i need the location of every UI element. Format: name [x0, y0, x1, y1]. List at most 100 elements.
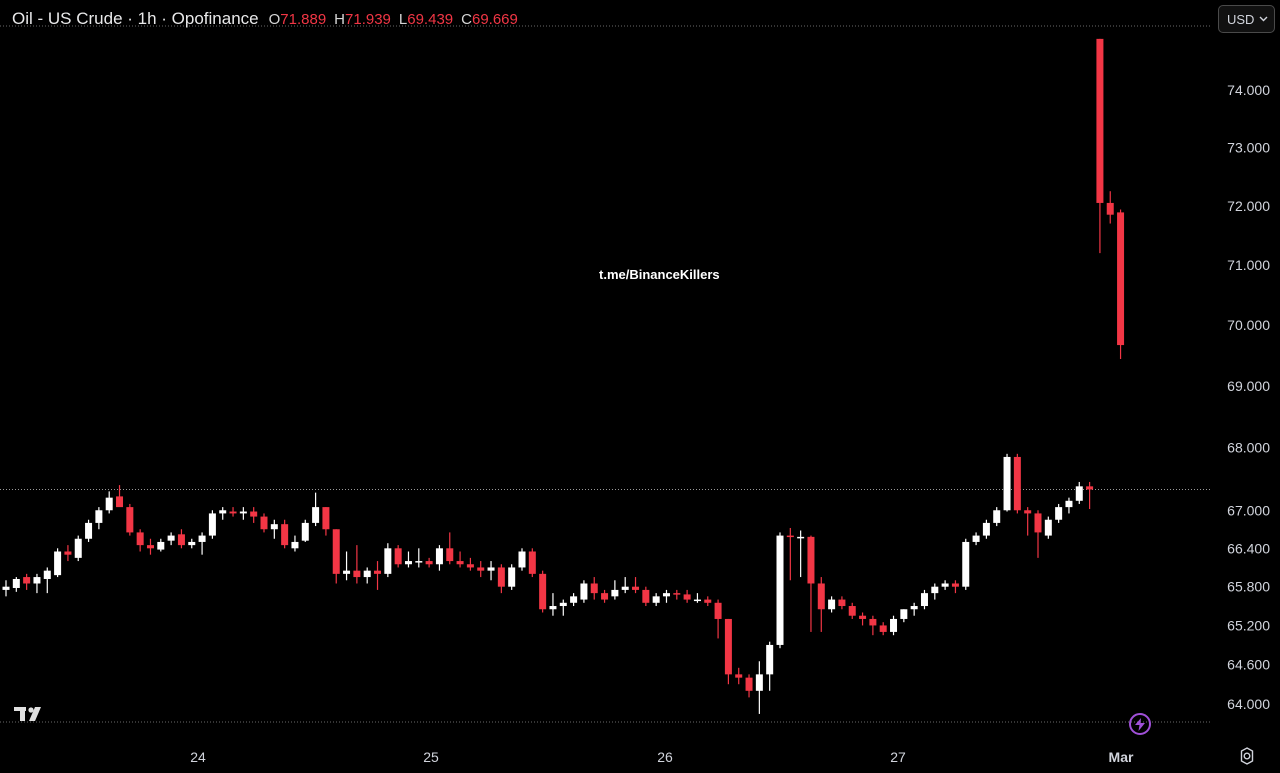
- candle: [1075, 481, 1083, 504]
- candle-body: [590, 583, 598, 594]
- candle: [1003, 453, 1011, 512]
- candle: [343, 551, 351, 581]
- candle-body: [466, 564, 474, 568]
- candle: [12, 577, 20, 592]
- gear-icon[interactable]: [1237, 746, 1257, 771]
- candle: [518, 548, 526, 571]
- candle-body: [136, 532, 144, 546]
- currency-label: USD: [1227, 11, 1255, 27]
- candle: [652, 593, 660, 607]
- candle: [384, 543, 392, 578]
- candle: [1044, 516, 1052, 539]
- currency-dropdown[interactable]: USD: [1218, 5, 1275, 33]
- candle-body: [332, 529, 340, 574]
- price-tick-label: 65.800: [1227, 579, 1270, 595]
- candle-body: [1075, 486, 1083, 501]
- ohlc-values: O71.889 H71.939 L69.439 C69.669: [269, 11, 518, 28]
- candle-body: [972, 535, 980, 542]
- candle: [239, 507, 247, 520]
- candle: [157, 538, 165, 552]
- candle: [693, 593, 701, 603]
- low-value: 69.439: [407, 10, 454, 28]
- candle-body: [54, 551, 62, 576]
- candle-body: [735, 674, 743, 678]
- candle-body: [43, 570, 51, 579]
- symbol-title[interactable]: Oil - US Crude · 1h · Opofinance: [12, 9, 259, 28]
- open-label: O: [268, 10, 281, 28]
- candle: [435, 545, 443, 571]
- candle-body: [1034, 513, 1042, 533]
- candle: [879, 622, 887, 636]
- candle-body: [859, 615, 867, 619]
- candle-body: [993, 510, 1001, 523]
- candle-body: [580, 583, 588, 600]
- candle-body: [1055, 507, 1063, 520]
- candle: [270, 519, 278, 539]
- candle-body: [683, 594, 691, 600]
- candle-body: [848, 606, 856, 616]
- candle-body: [508, 567, 516, 587]
- candle: [487, 561, 495, 581]
- candle: [208, 510, 216, 539]
- candle: [724, 618, 732, 685]
- price-tick-label: 70.000: [1227, 317, 1270, 333]
- time-tick-label: 24: [190, 749, 206, 765]
- candle-body: [1096, 38, 1104, 203]
- candle: [126, 503, 134, 536]
- candle: [528, 548, 536, 578]
- time-axis[interactable]: 24 25 26 27 Mar: [190, 749, 1134, 765]
- candle: [797, 530, 805, 578]
- candle: [1096, 38, 1104, 254]
- candle-body: [797, 536, 805, 539]
- candle-body: [229, 511, 237, 514]
- tradingview-logo-icon[interactable]: [14, 705, 50, 728]
- candle-body: [12, 578, 20, 588]
- candle: [941, 580, 949, 590]
- candle: [281, 519, 289, 549]
- candle: [704, 596, 712, 607]
- candle: [549, 593, 557, 616]
- price-tick-label: 69.000: [1227, 378, 1270, 394]
- candle: [1034, 510, 1042, 558]
- chart-legend: Oil - US Crude · 1h · Opofinance O71.889…: [12, 8, 518, 30]
- candle-body: [1003, 456, 1011, 511]
- candle: [662, 589, 670, 603]
- candle-body: [1024, 510, 1032, 514]
- candle-body: [982, 522, 990, 536]
- candle: [312, 492, 320, 527]
- lightning-icon[interactable]: [1129, 713, 1151, 735]
- candle-body: [312, 507, 320, 523]
- candle: [54, 548, 62, 578]
- candle: [559, 599, 567, 616]
- candle-body: [291, 541, 299, 549]
- time-tick-label: 25: [423, 749, 439, 765]
- candle-body: [549, 606, 557, 610]
- candle: [735, 667, 743, 685]
- time-tick-label: 26: [657, 749, 673, 765]
- close-label: C: [461, 10, 472, 28]
- candle-body: [900, 609, 908, 619]
- candle: [611, 580, 619, 600]
- time-tick-label: Mar: [1109, 749, 1134, 765]
- candle: [497, 564, 505, 594]
- candle: [95, 507, 103, 530]
- watermark-text: t.me/BinanceKillers: [599, 267, 720, 282]
- candle-body: [611, 589, 619, 597]
- candle-body: [662, 593, 670, 597]
- candle-body: [673, 593, 681, 595]
- candle-body: [167, 535, 175, 541]
- candle-body: [838, 599, 846, 607]
- candle-body: [621, 586, 629, 590]
- price-axis[interactable]: 74.000 73.000 72.000 71.000 70.000 69.000 68.0…: [1227, 82, 1270, 712]
- candle-body: [374, 570, 382, 574]
- close-value: 69.669: [471, 10, 518, 28]
- candle-body: [1117, 212, 1125, 346]
- candle: [229, 507, 237, 517]
- candle: [322, 507, 330, 536]
- candle: [539, 570, 547, 613]
- candle-body: [1013, 456, 1021, 511]
- candle-body: [281, 524, 289, 546]
- candle-body: [219, 510, 227, 514]
- chevron-down-icon: [1259, 16, 1268, 22]
